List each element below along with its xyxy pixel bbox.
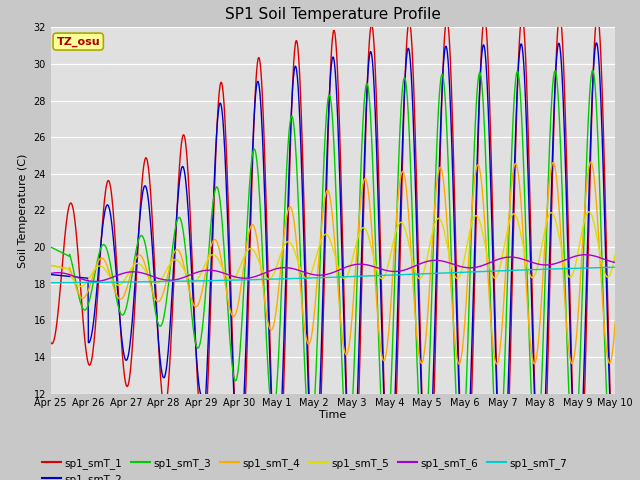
sp1_smT_6 <box>91 278 99 284</box>
sp1_smT_1 <box>91 335 99 340</box>
sp1_smT_3 <box>419 454 427 459</box>
sp1_smT_4 <box>113 294 121 300</box>
sp1_smT_6 <box>287 265 294 271</box>
Title: SP1 Soil Temperature Profile: SP1 Soil Temperature Profile <box>225 7 441 22</box>
sp1_smT_7 <box>113 279 121 285</box>
Y-axis label: Soil Temperature (C): Soil Temperature (C) <box>18 153 28 268</box>
Line: sp1_smT_1: sp1_smT_1 <box>51 15 615 480</box>
sp1_smT_6 <box>369 264 376 269</box>
sp1_smT_3 <box>589 68 596 73</box>
sp1_smT_4 <box>298 300 306 306</box>
sp1_smT_7 <box>91 279 99 285</box>
sp1_smT_4 <box>308 330 316 336</box>
sp1_smT_5 <box>369 249 376 255</box>
sp1_smT_3 <box>298 293 306 299</box>
sp1_smT_4 <box>587 159 595 165</box>
sp1_smT_2 <box>113 286 121 291</box>
sp1_smT_4 <box>287 204 294 210</box>
sp1_smT_7 <box>47 280 54 286</box>
sp1_smT_2 <box>287 135 294 141</box>
sp1_smT_1 <box>287 147 294 153</box>
sp1_smT_3 <box>91 273 99 279</box>
sp1_smT_5 <box>585 209 593 215</box>
sp1_smT_5 <box>47 263 54 268</box>
sp1_smT_1 <box>594 12 602 18</box>
sp1_smT_7 <box>287 276 294 281</box>
sp1_smT_2 <box>368 54 376 60</box>
sp1_smT_5 <box>308 266 316 272</box>
sp1_smT_3 <box>611 415 619 421</box>
sp1_smT_6 <box>581 252 589 258</box>
sp1_smT_5 <box>298 271 306 276</box>
Legend: sp1_smT_1, sp1_smT_2, sp1_smT_3, sp1_smT_4, sp1_smT_5, sp1_smT_6, sp1_smT_7: sp1_smT_1, sp1_smT_2, sp1_smT_3, sp1_smT… <box>38 454 572 480</box>
sp1_smT_5 <box>91 266 99 272</box>
sp1_smT_4 <box>47 263 54 268</box>
sp1_smT_1 <box>113 273 121 278</box>
sp1_smT_5 <box>287 240 294 246</box>
sp1_smT_5 <box>114 282 122 288</box>
sp1_smT_7 <box>368 273 376 279</box>
sp1_smT_6 <box>47 271 54 276</box>
sp1_smT_3 <box>368 143 376 149</box>
sp1_smT_7 <box>298 276 306 281</box>
sp1_smT_3 <box>287 118 294 124</box>
Line: sp1_smT_3: sp1_smT_3 <box>51 71 615 456</box>
sp1_smT_5 <box>77 284 84 289</box>
X-axis label: Time: Time <box>319 410 347 420</box>
sp1_smT_6 <box>91 278 99 284</box>
sp1_smT_3 <box>113 300 121 306</box>
sp1_smT_2 <box>298 174 306 180</box>
Line: sp1_smT_2: sp1_smT_2 <box>51 43 615 480</box>
sp1_smT_3 <box>308 430 316 435</box>
Line: sp1_smT_5: sp1_smT_5 <box>51 212 615 287</box>
sp1_smT_3 <box>47 244 54 250</box>
sp1_smT_4 <box>611 319 619 324</box>
sp1_smT_2 <box>593 40 600 46</box>
sp1_smT_6 <box>114 272 122 278</box>
sp1_smT_2 <box>91 311 99 317</box>
Text: TZ_osu: TZ_osu <box>56 36 100 47</box>
sp1_smT_1 <box>308 474 316 480</box>
sp1_smT_7 <box>308 275 316 281</box>
sp1_smT_1 <box>298 131 306 137</box>
sp1_smT_2 <box>47 272 54 277</box>
sp1_smT_6 <box>298 269 306 275</box>
Line: sp1_smT_7: sp1_smT_7 <box>51 267 615 283</box>
sp1_smT_4 <box>455 361 463 367</box>
sp1_smT_2 <box>308 465 316 471</box>
sp1_smT_6 <box>308 272 316 277</box>
sp1_smT_4 <box>91 268 99 274</box>
sp1_smT_1 <box>47 339 54 345</box>
sp1_smT_7 <box>611 264 619 270</box>
Line: sp1_smT_4: sp1_smT_4 <box>51 162 615 364</box>
sp1_smT_6 <box>611 260 619 265</box>
sp1_smT_5 <box>611 252 619 257</box>
sp1_smT_4 <box>368 229 376 235</box>
Line: sp1_smT_6: sp1_smT_6 <box>51 255 615 281</box>
sp1_smT_1 <box>368 22 376 28</box>
